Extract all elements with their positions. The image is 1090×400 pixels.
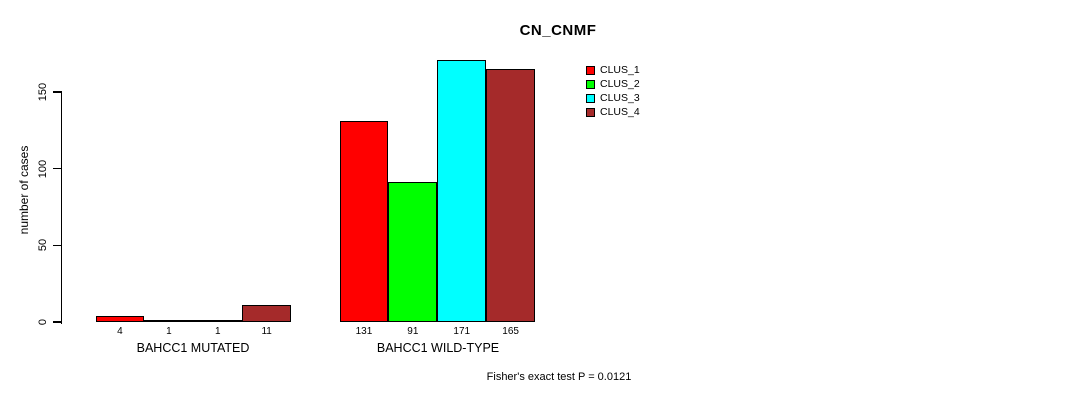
bar-clus_1-group1 — [95, 315, 145, 322]
bar-clus_2-group1 — [144, 320, 194, 322]
y-tick-label: 100 — [37, 159, 49, 178]
bar-clus_3-group1 — [193, 320, 243, 322]
fisher-test-annotation: Fisher's exact test P = 0.0121 — [486, 371, 632, 383]
bar-value-label: 11 — [261, 326, 272, 337]
y-axis-label: number of cases — [17, 145, 31, 235]
legend-label: CLUS_1 — [600, 64, 640, 76]
legend-swatch-clus_2 — [586, 80, 595, 89]
legend-row-clus_2: CLUS_2 — [586, 78, 640, 90]
legend-label: CLUS_3 — [600, 92, 640, 104]
legend-row-clus_1: CLUS_1 — [586, 64, 640, 76]
legend-label: CLUS_2 — [600, 78, 640, 90]
bar-clus_2-group2 — [388, 182, 438, 322]
y-tick-mark — [53, 167, 62, 170]
chart-legend: CLUS_1 CLUS_2 CLUS_3 CLUS_4 — [586, 64, 640, 122]
legend-row-clus_3: CLUS_3 — [586, 92, 640, 104]
y-tick-mark — [53, 244, 62, 247]
legend-swatch-clus_1 — [586, 66, 595, 75]
bar-clus_3-group2 — [437, 59, 487, 322]
bar-clus_4-group2 — [486, 69, 536, 322]
legend-swatch-clus_3 — [586, 94, 595, 103]
legend-label: CLUS_4 — [600, 106, 640, 118]
chart-title: CN_CNMF — [519, 22, 597, 39]
category-label-wild-type: BAHCC1 WILD-TYPE — [376, 341, 500, 355]
y-axis-line — [60, 92, 62, 324]
bar-value-label: 1 — [166, 326, 172, 337]
y-tick-mark — [53, 91, 62, 93]
bar-value-label: 1 — [214, 326, 221, 337]
legend-row-clus_4: CLUS_4 — [586, 106, 640, 118]
category-label-mutated: BAHCC1 MUTATED — [136, 341, 250, 355]
y-tick-mark — [53, 321, 62, 323]
y-tick-label: 0 — [37, 318, 49, 326]
bar-value-label: 165 — [502, 326, 519, 337]
y-tick-label: 150 — [37, 82, 49, 102]
bar-clus_1-group2 — [339, 121, 389, 322]
bar-value-label: 171 — [453, 326, 471, 337]
bar-value-label: 91 — [407, 326, 419, 337]
bar-value-label: 4 — [117, 326, 123, 337]
bar-clus_4-group1 — [242, 305, 292, 322]
legend-swatch-clus_4 — [586, 108, 595, 117]
y-tick-label: 50 — [37, 239, 49, 252]
bar-value-label: 131 — [355, 326, 373, 337]
